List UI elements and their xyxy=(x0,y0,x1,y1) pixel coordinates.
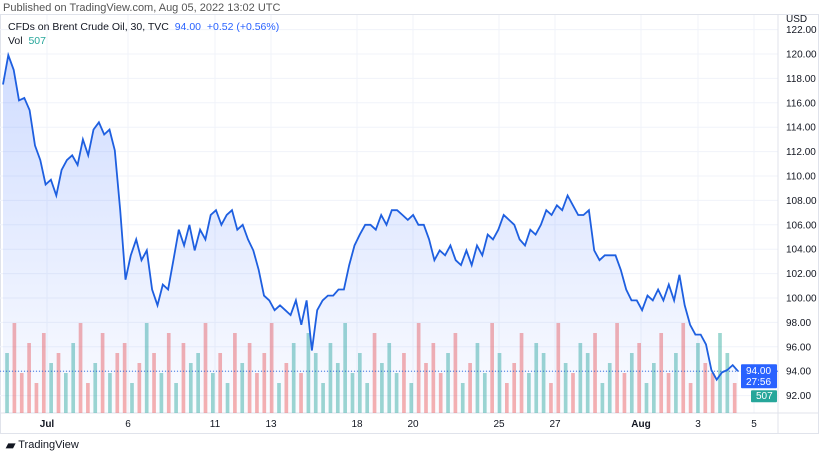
y-tick-label: 118.00 xyxy=(786,74,816,85)
y-tick-label: 122.00 xyxy=(786,25,817,36)
symbol-title[interactable]: CFDs on Brent Crude Oil, 30, TVC xyxy=(8,21,169,33)
x-tick-label: 5 xyxy=(751,419,757,430)
x-tick-label: 13 xyxy=(265,419,277,430)
last-price-badge xyxy=(741,364,777,389)
volume-value: 507 xyxy=(28,35,46,47)
tradingview-logo-icon: ▰ xyxy=(6,438,16,452)
x-tick-label: 20 xyxy=(407,419,419,430)
chart-legend: CFDs on Brent Crude Oil, 30, TVC 94.00 +… xyxy=(8,20,279,48)
y-tick-label: 112.00 xyxy=(786,147,816,158)
brand-name: TradingView xyxy=(18,439,79,451)
volume-badge xyxy=(751,390,777,403)
countdown-timer: 27:56 xyxy=(746,377,771,388)
y-tick-label: 92.00 xyxy=(786,391,811,402)
published-caption: Published on TradingView.com, Aug 05, 20… xyxy=(3,2,281,14)
x-tick-label: 27 xyxy=(549,419,561,430)
y-tick-label: 116.00 xyxy=(786,98,816,109)
y-tick-label: 94.00 xyxy=(786,367,811,378)
volume-bar xyxy=(718,333,722,413)
x-tick-label: Jul xyxy=(40,419,55,430)
x-tick-label: 11 xyxy=(210,419,221,430)
y-tick-label: 110.00 xyxy=(786,172,816,183)
x-tick-label: 6 xyxy=(125,419,131,430)
y-tick-label: 104.00 xyxy=(786,245,817,256)
volume-label: Vol xyxy=(8,35,23,47)
last-price-badge-value: 94.00 xyxy=(746,366,771,377)
y-tick-label: 114.00 xyxy=(786,123,816,134)
price-line xyxy=(2,51,739,382)
y-tick-label: 98.00 xyxy=(786,318,811,329)
currency-label: USD xyxy=(786,14,807,25)
x-tick-label: 3 xyxy=(695,419,701,430)
price-change: +0.52 (+0.56%) xyxy=(206,21,280,33)
last-price: 94.00 xyxy=(174,21,201,33)
y-tick-label: 108.00 xyxy=(786,196,817,207)
x-tick-label: 18 xyxy=(351,419,363,430)
x-tick-label: Aug xyxy=(631,419,650,430)
y-tick-label: 96.00 xyxy=(786,342,811,353)
tradingview-brand[interactable]: ▰ TradingView xyxy=(6,438,79,452)
chart-frame[interactable] xyxy=(0,14,819,434)
y-tick-label: 100.00 xyxy=(786,294,817,305)
y-tick-label: 102.00 xyxy=(786,269,817,280)
price-area-fill xyxy=(3,55,738,413)
volume-badge-value: 507 xyxy=(756,391,773,402)
y-tick-label: 106.00 xyxy=(786,220,817,231)
y-tick-label: 120.00 xyxy=(786,50,817,61)
x-tick-label: 25 xyxy=(493,419,505,430)
